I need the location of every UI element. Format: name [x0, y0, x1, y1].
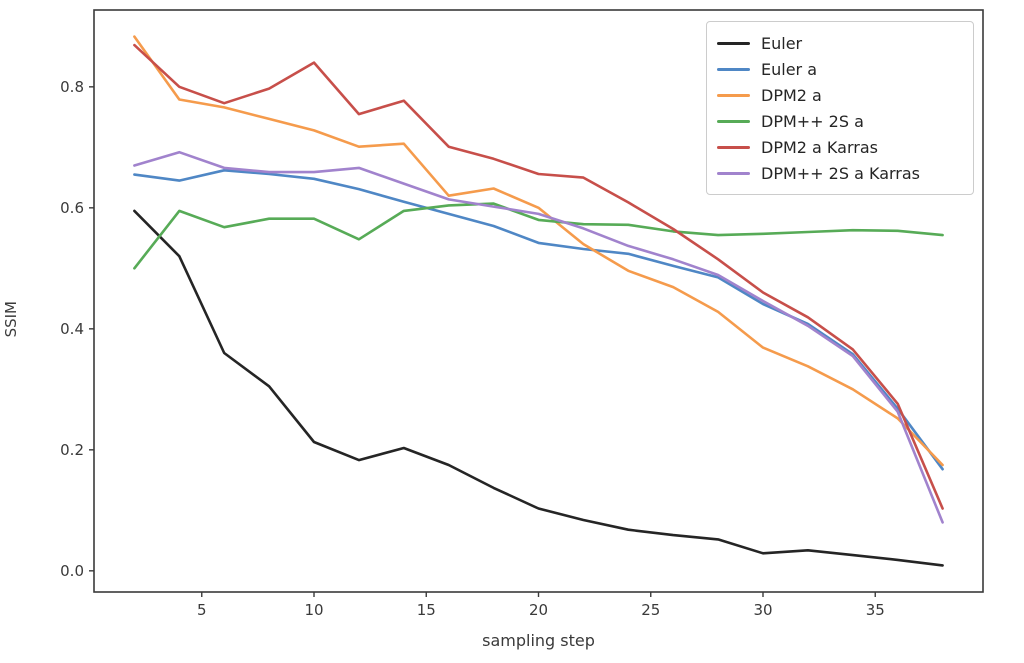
y-tick-label: 0.0 — [60, 562, 84, 580]
x-tick-label: 25 — [641, 601, 660, 619]
legend-label: Euler — [761, 33, 803, 53]
series-line-dpm-2s-a — [133, 202, 944, 270]
legend-line-swatch — [717, 145, 750, 149]
x-axis-label: sampling step — [482, 631, 595, 650]
legend-label: DPM++ 2S a — [761, 111, 864, 131]
legend-line-swatch — [717, 41, 750, 45]
y-tick-label: 0.8 — [60, 78, 84, 96]
legend-label: DPM2 a Karras — [761, 137, 878, 157]
legend-line-swatch — [717, 171, 750, 175]
legend-item-dpmpp-2s-a-karras: DPM++ 2S a Karras — [717, 160, 963, 186]
legend-item-dpm2-a-karras: DPM2 a Karras — [717, 134, 963, 160]
y-tick-label: 0.6 — [60, 199, 84, 217]
series-line-euler-a — [133, 169, 944, 471]
series-line-euler — [133, 209, 944, 567]
legend-line-swatch — [717, 67, 750, 71]
series-line-dpm-2s-a-karras — [133, 150, 944, 524]
x-tick-label: 10 — [304, 601, 323, 619]
x-tick-label: 20 — [529, 601, 548, 619]
legend-line-swatch — [717, 119, 750, 123]
legend-label: DPM++ 2S a Karras — [761, 163, 921, 183]
x-tick-label: 15 — [417, 601, 436, 619]
legend-item-euler: Euler — [717, 30, 963, 56]
x-tick-label: 5 — [197, 601, 207, 619]
legend-item-dpmpp-2s-a: DPM++ 2S a — [717, 108, 963, 134]
x-tick-label: 30 — [753, 601, 772, 619]
legend: Euler Euler a DPM2 a DPM++ 2S a DPM2 a K… — [706, 21, 974, 195]
y-tick-label: 0.4 — [60, 320, 84, 338]
x-tick-label: 35 — [866, 601, 885, 619]
legend-label: DPM2 a — [761, 85, 822, 105]
y-tick-label: 0.2 — [60, 441, 84, 459]
legend-label: Euler a — [761, 59, 818, 79]
legend-item-euler-a: Euler a — [717, 56, 963, 82]
series-line-dpm2-a-karras — [133, 43, 944, 510]
y-axis-label-text: SSIM — [2, 300, 20, 338]
legend-item-dpm2-a: DPM2 a — [717, 82, 963, 108]
series-line-dpm2-a — [133, 35, 944, 467]
legend-line-swatch — [717, 93, 750, 97]
